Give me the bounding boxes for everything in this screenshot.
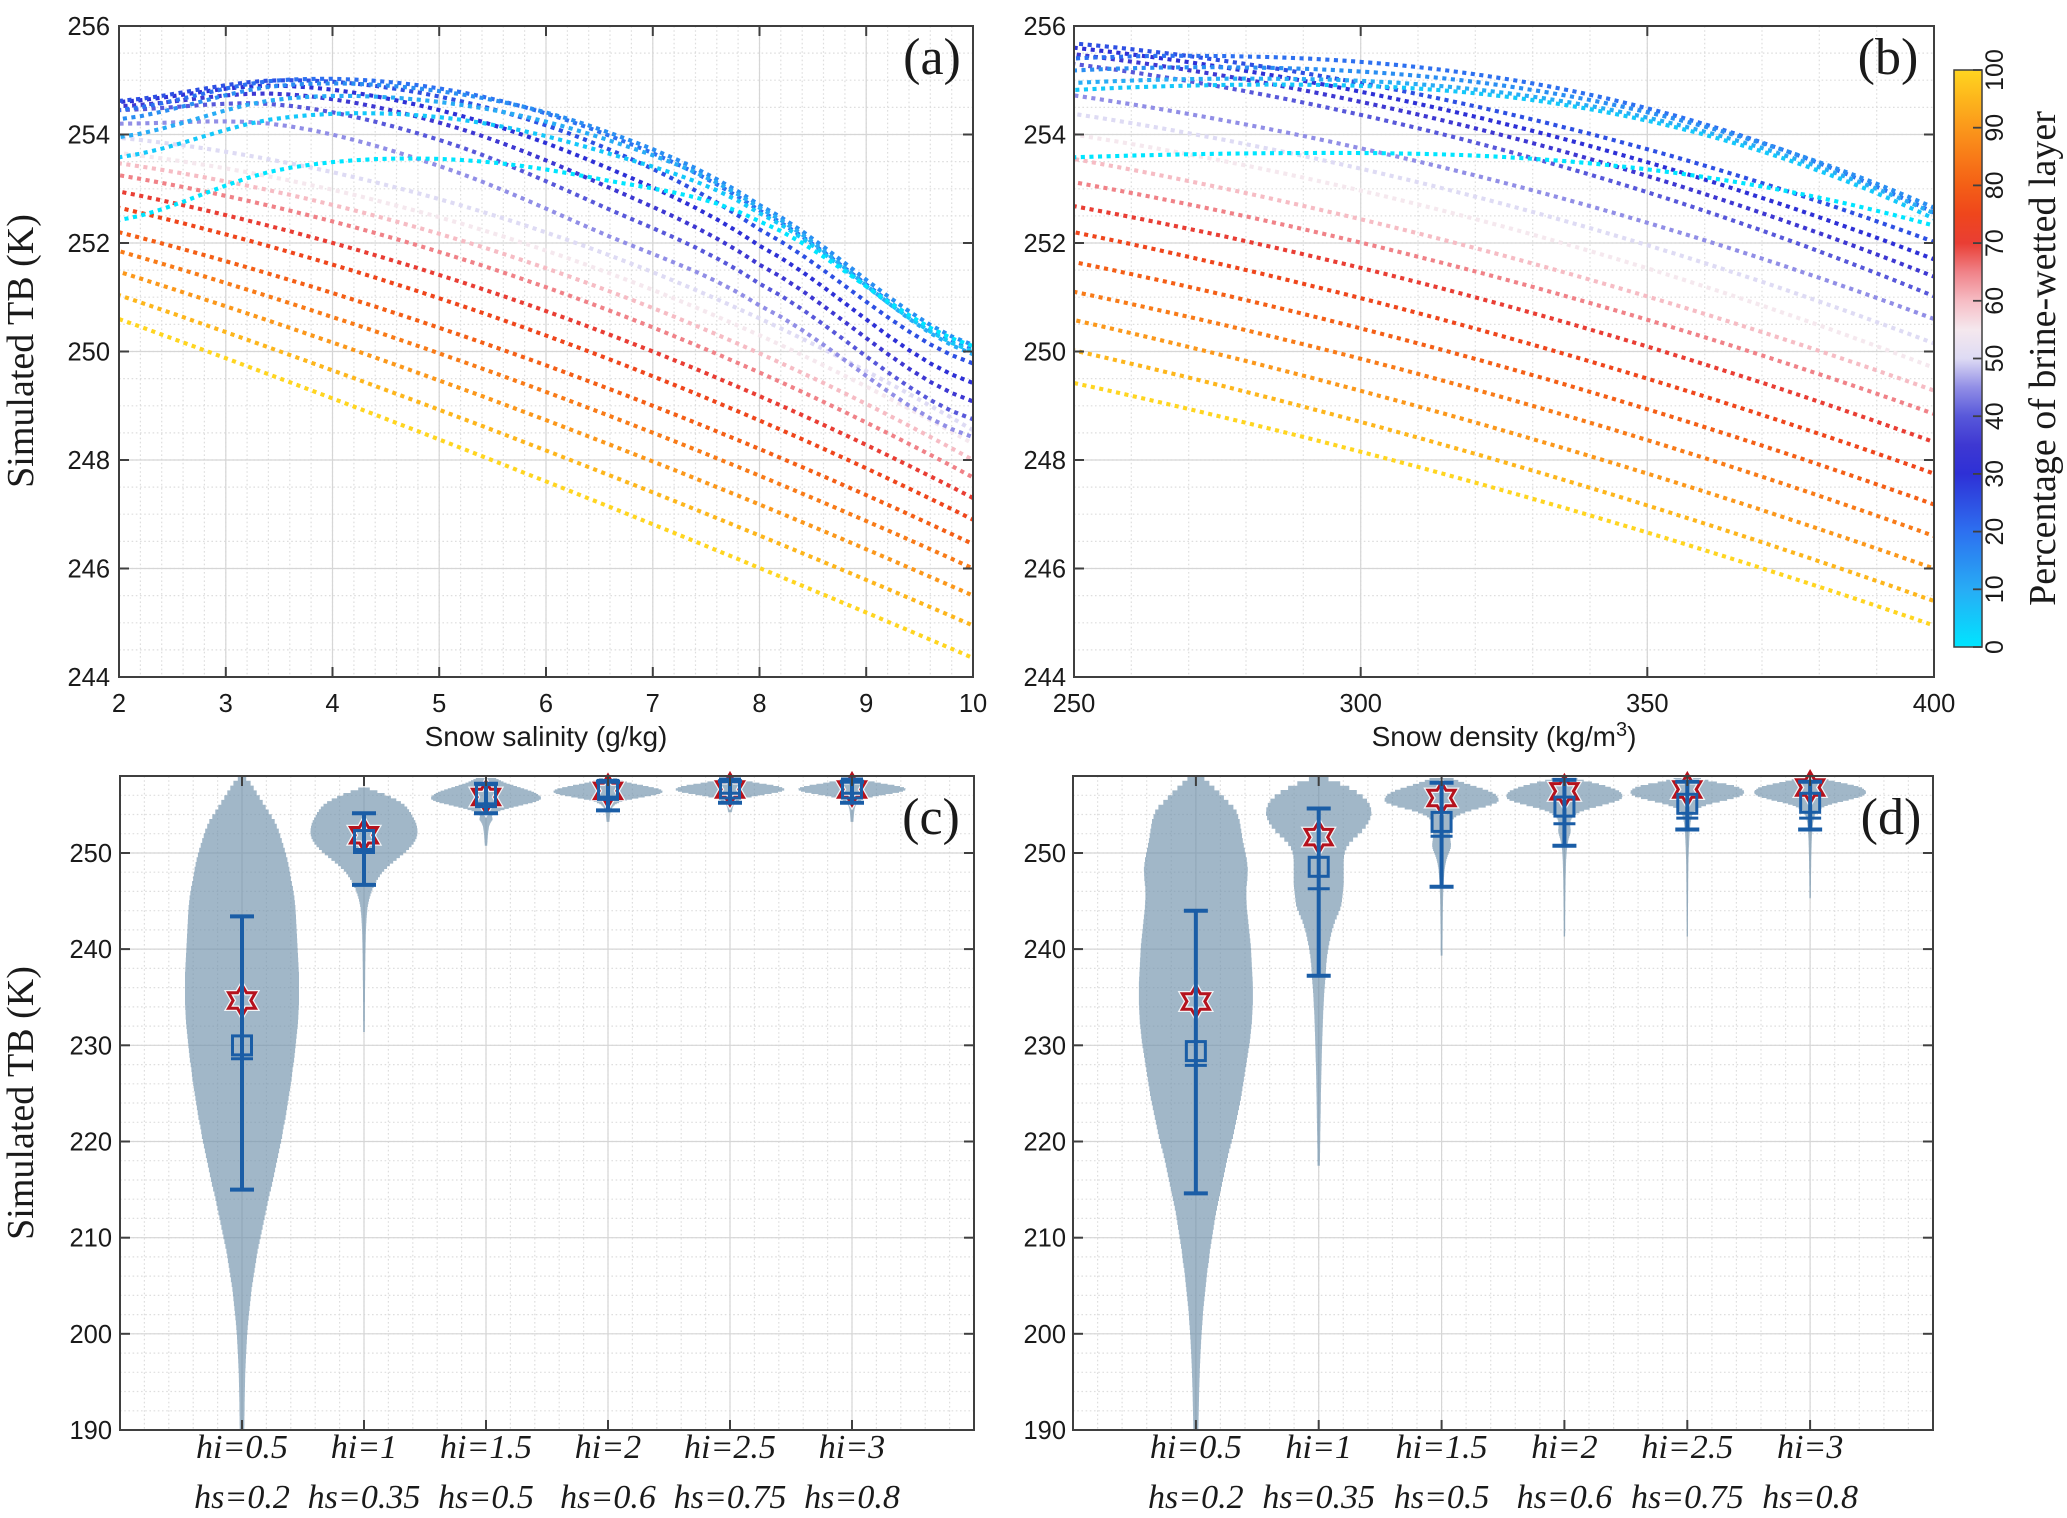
svg-text:252: 252 — [67, 230, 110, 258]
svg-text:90: 90 — [1981, 114, 2009, 142]
svg-text:220: 220 — [69, 1128, 112, 1156]
svg-text:230: 230 — [69, 1032, 112, 1060]
svg-text:hs=0.5: hs=0.5 — [438, 1479, 534, 1516]
svg-text:hs=0.5: hs=0.5 — [1394, 1479, 1490, 1516]
svg-text:Snow density (kg/m3): Snow density (kg/m3) — [1372, 719, 1637, 752]
svg-text:(d): (d) — [1861, 789, 1922, 846]
svg-text:hs=0.75: hs=0.75 — [674, 1479, 787, 1516]
svg-text:200: 200 — [69, 1321, 112, 1349]
svg-text:Simulated TB (K): Simulated TB (K) — [0, 214, 42, 488]
svg-text:250: 250 — [69, 840, 112, 868]
svg-text:9: 9 — [859, 690, 873, 718]
svg-text:190: 190 — [1023, 1417, 1066, 1445]
svg-text:(a): (a) — [903, 29, 961, 86]
svg-text:hi=1: hi=1 — [1286, 1429, 1352, 1466]
svg-text:240: 240 — [1023, 936, 1066, 964]
svg-text:4: 4 — [325, 690, 339, 718]
svg-text:250: 250 — [67, 339, 110, 367]
svg-text:hi=3: hi=3 — [1777, 1429, 1843, 1466]
svg-text:5: 5 — [432, 690, 446, 718]
svg-text:hs=0.2: hs=0.2 — [1148, 1479, 1244, 1516]
svg-text:hs=0.6: hs=0.6 — [1517, 1479, 1613, 1516]
svg-text:hi=1.5: hi=1.5 — [1396, 1429, 1488, 1466]
svg-text:(c): (c) — [902, 789, 960, 846]
svg-text:hs=0.75: hs=0.75 — [1631, 1479, 1744, 1516]
svg-text:300: 300 — [1339, 690, 1382, 718]
svg-text:Snow salinity (g/kg): Snow salinity (g/kg) — [425, 721, 668, 752]
svg-text:hi=3: hi=3 — [819, 1429, 885, 1466]
svg-text:248: 248 — [1023, 447, 1066, 475]
svg-text:350: 350 — [1626, 690, 1669, 718]
svg-text:230: 230 — [1023, 1032, 1066, 1060]
svg-text:250: 250 — [1023, 840, 1066, 868]
svg-text:256: 256 — [1023, 13, 1066, 41]
svg-text:Simulated TB (K): Simulated TB (K) — [0, 966, 42, 1240]
svg-text:Percentage of brine-wetted lay: Percentage of brine-wetted layer — [2022, 111, 2064, 606]
svg-text:190: 190 — [69, 1417, 112, 1445]
svg-text:hi=0.5: hi=0.5 — [1150, 1429, 1242, 1466]
svg-text:hi=2.5: hi=2.5 — [684, 1429, 776, 1466]
svg-text:hi=2: hi=2 — [1531, 1429, 1597, 1466]
svg-text:210: 210 — [69, 1225, 112, 1253]
svg-text:60: 60 — [1981, 287, 2009, 315]
svg-text:244: 244 — [67, 664, 110, 692]
svg-text:hs=0.8: hs=0.8 — [1762, 1479, 1858, 1516]
svg-text:200: 200 — [1023, 1321, 1066, 1349]
svg-text:250: 250 — [1053, 690, 1096, 718]
svg-text:0: 0 — [1981, 640, 2009, 654]
svg-text:220: 220 — [1023, 1128, 1066, 1156]
svg-text:hi=0.5: hi=0.5 — [196, 1429, 288, 1466]
svg-text:hs=0.6: hs=0.6 — [560, 1479, 656, 1516]
svg-text:10: 10 — [1981, 575, 2009, 603]
svg-text:6: 6 — [539, 690, 553, 718]
svg-text:20: 20 — [1981, 518, 2009, 546]
svg-text:hs=0.2: hs=0.2 — [194, 1479, 290, 1516]
svg-text:248: 248 — [67, 447, 110, 475]
svg-text:240: 240 — [69, 936, 112, 964]
svg-text:8: 8 — [752, 690, 766, 718]
svg-text:3: 3 — [219, 690, 233, 718]
svg-text:7: 7 — [646, 690, 660, 718]
svg-text:100: 100 — [1981, 49, 2009, 91]
svg-text:hs=0.8: hs=0.8 — [804, 1479, 900, 1516]
svg-text:256: 256 — [67, 13, 110, 41]
svg-text:400: 400 — [1913, 690, 1956, 718]
svg-text:246: 246 — [1023, 556, 1066, 584]
svg-text:252: 252 — [1023, 230, 1066, 258]
svg-text:hi=1: hi=1 — [331, 1429, 397, 1466]
svg-text:210: 210 — [1023, 1225, 1066, 1253]
svg-text:246: 246 — [67, 556, 110, 584]
svg-text:2: 2 — [112, 690, 126, 718]
svg-text:hi=2.5: hi=2.5 — [1641, 1429, 1733, 1466]
svg-text:50: 50 — [1981, 345, 2009, 373]
svg-text:254: 254 — [67, 122, 110, 150]
svg-text:hs=0.35: hs=0.35 — [1262, 1479, 1375, 1516]
svg-text:80: 80 — [1981, 171, 2009, 199]
svg-text:70: 70 — [1981, 229, 2009, 257]
svg-text:30: 30 — [1981, 460, 2009, 488]
svg-text:250: 250 — [1023, 339, 1066, 367]
svg-text:10: 10 — [959, 690, 987, 718]
svg-text:244: 244 — [1023, 664, 1066, 692]
svg-text:40: 40 — [1981, 402, 2009, 430]
svg-text:hs=0.35: hs=0.35 — [308, 1479, 421, 1516]
svg-text:(b): (b) — [1858, 29, 1919, 86]
svg-text:hi=1.5: hi=1.5 — [440, 1429, 532, 1466]
svg-text:254: 254 — [1023, 122, 1066, 150]
svg-text:hi=2: hi=2 — [575, 1429, 641, 1466]
